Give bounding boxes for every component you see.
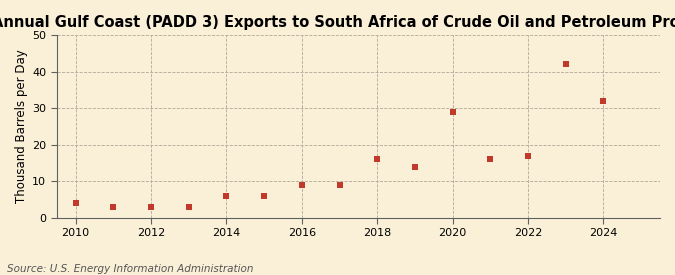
Point [522, 153, 533, 158]
Point [598, 99, 609, 103]
Point [259, 194, 269, 198]
Point [372, 157, 383, 161]
Point [146, 204, 157, 209]
Point [560, 62, 571, 67]
Y-axis label: Thousand Barrels per Day: Thousand Barrels per Day [15, 50, 28, 203]
Point [485, 157, 495, 161]
Point [184, 204, 194, 209]
Point [108, 204, 119, 209]
Point [410, 164, 421, 169]
Point [221, 194, 232, 198]
Point [70, 201, 81, 205]
Text: Source: U.S. Energy Information Administration: Source: U.S. Energy Information Administ… [7, 264, 253, 274]
Point [448, 110, 458, 114]
Title: Annual Gulf Coast (PADD 3) Exports to South Africa of Crude Oil and Petroleum Pr: Annual Gulf Coast (PADD 3) Exports to So… [0, 15, 675, 30]
Point [296, 183, 307, 187]
Point [334, 183, 345, 187]
